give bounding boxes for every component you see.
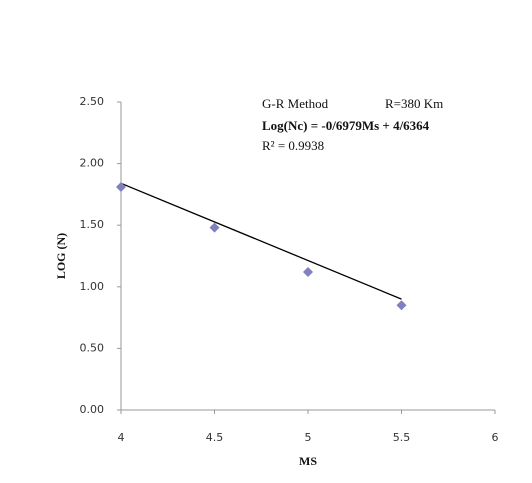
- data-point: [397, 300, 407, 310]
- y-tick-label: 1.50: [80, 218, 105, 231]
- y-tick-label: 0.50: [80, 341, 105, 354]
- data-point: [116, 182, 126, 192]
- x-tick-label: 4: [118, 431, 125, 444]
- y-tick-label: 2.50: [80, 95, 105, 108]
- x-tick-label: 6: [492, 431, 499, 444]
- y-tick-label: 0.00: [80, 403, 105, 416]
- trendline: [121, 183, 402, 299]
- x-tick-label: 5.5: [393, 431, 411, 444]
- chart: G-R Method R=380 Km Log(Nc) = -0/6979Ms …: [0, 0, 532, 483]
- x-tick-label: 5: [305, 431, 312, 444]
- y-tick-label: 1.00: [80, 280, 105, 293]
- x-axis-label: MS: [299, 454, 317, 468]
- annotation: R=380 Km: [385, 96, 443, 111]
- annotation: G-R Method: [262, 96, 329, 111]
- x-tick-label: 4.5: [206, 431, 224, 444]
- annotation: R² = 0.9938: [262, 138, 324, 153]
- data-point: [303, 267, 313, 277]
- y-tick-label: 2.00: [80, 157, 105, 170]
- y-axis-label: LOG (N): [54, 233, 68, 279]
- annotation: Log(Nc) = -0/6979Ms + 4/6364: [262, 118, 430, 133]
- data-point: [210, 223, 220, 233]
